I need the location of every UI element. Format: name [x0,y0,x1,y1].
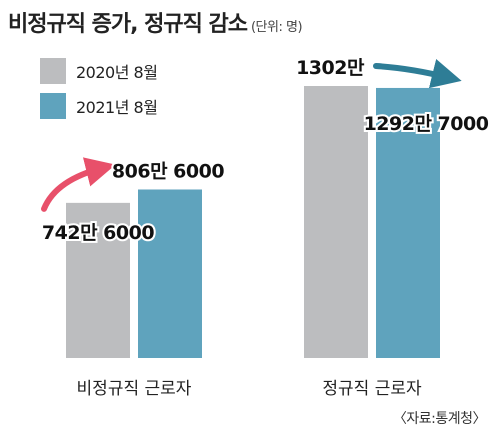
legend-swatch-2020 [40,58,66,84]
bar-regular-2020 [304,86,368,358]
unit-label: (단위: 명) [250,20,303,35]
bar-nonregular-2020 [66,202,130,358]
decrease-arrow [373,59,462,89]
legend-item-2021: 2021년 8월 [40,93,158,119]
source-note: 〈자료:통계청〉 [392,411,487,427]
data-label-regular-2021: 1292만 7000 [364,113,489,135]
bar-regular-2021 [376,87,440,358]
legend-item-2020: 2020년 8월 [40,58,158,84]
category-label-regular: 정규직 근로자 [322,379,422,399]
data-label-regular-2020: 1302만 [296,57,365,79]
increase-arrow [41,157,116,212]
data-label-nonregular-2020: 742만 6000 [42,222,154,244]
data-label-nonregular-2021: 806만 6000 [112,160,224,182]
chart-title-row: 비정규직 증가, 정규직 감소 (단위: 명) [8,6,303,38]
bar-nonregular-2021 [138,189,202,358]
category-label-nonregular: 비정규직 근로자 [77,379,192,399]
legend-label-2021: 2021년 8월 [76,98,158,117]
legend-label-2020: 2020년 8월 [76,63,158,82]
legend-swatch-2021 [40,93,66,119]
chart-title: 비정규직 증가, 정규직 감소 [8,12,248,37]
